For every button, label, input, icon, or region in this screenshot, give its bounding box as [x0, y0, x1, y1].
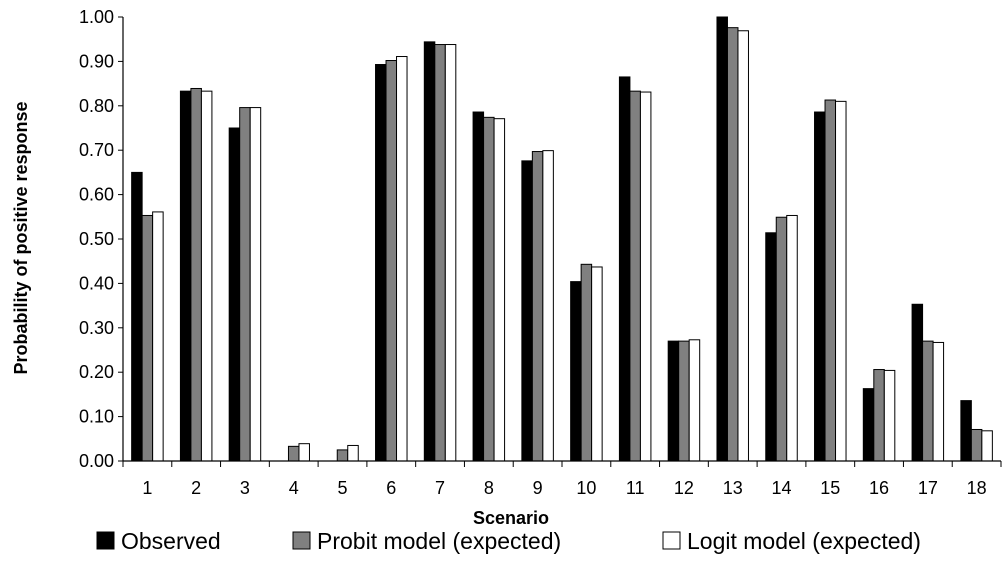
bar-series-2-scenario-10 [580, 263, 593, 462]
y-tick-label: 0.60 [79, 185, 114, 205]
y-tick-label: 0.40 [79, 273, 114, 293]
legend-swatch-3 [662, 531, 681, 550]
bar-series-3-scenario-5 [347, 444, 359, 462]
bar-series-2-scenario-4 [287, 445, 300, 462]
y-tick-label: 0.50 [79, 229, 114, 249]
bar-series-3-scenario-12 [688, 339, 701, 462]
x-axis-title: Scenario [473, 508, 549, 528]
bar-series-1-scenario-7 [423, 41, 436, 462]
bar-series-3-scenario-2 [200, 90, 213, 462]
x-tick-label: 5 [337, 478, 347, 498]
bar-series-2-scenario-13 [726, 27, 739, 462]
x-tick-label: 10 [576, 478, 596, 498]
bar-series-1-scenario-15 [814, 111, 826, 462]
x-tick-label: 6 [386, 478, 396, 498]
bar-series-1-scenario-14 [765, 232, 777, 462]
bar-series-2-scenario-9 [531, 151, 544, 462]
bar-series-3-scenario-16 [883, 369, 896, 462]
bar-series-1-scenario-3 [228, 127, 241, 462]
bar-series-1-scenario-17 [911, 303, 924, 462]
x-tick-label: 14 [771, 478, 791, 498]
y-tick-labels: 0.00 0.10 0.20 0.30 0.40 0.50 0.60 0.70 0.80 0.90… [79, 7, 114, 471]
bar-series-1-scenario-10 [570, 281, 582, 462]
axes-layer [118, 16, 1002, 467]
bar-series-2-scenario-17 [922, 340, 934, 462]
bar-series-2-scenario-8 [483, 116, 495, 462]
y-tick-label: 0.10 [79, 407, 114, 427]
bar-series-3-scenario-11 [639, 91, 652, 462]
bar-series-1-scenario-11 [618, 76, 631, 462]
bar-series-3-scenario-17 [932, 341, 945, 462]
y-tick-label: 0.70 [79, 140, 114, 160]
x-tick-label: 11 [626, 478, 645, 498]
bar-series-2-scenario-7 [434, 44, 446, 462]
bar-series-2-scenario-11 [629, 90, 641, 462]
legend-label-2: Probit model (expected) [317, 528, 561, 554]
bar-series-3-scenario-13 [737, 30, 749, 462]
y-tick-label: 0.00 [79, 451, 114, 471]
bar-series-1-scenario-9 [521, 160, 533, 462]
bar-series-2-scenario-5 [336, 449, 349, 462]
bar-series-3-scenario-7 [444, 44, 457, 462]
legend-label-1: Observed [121, 528, 221, 554]
legend-label-3: Logit model (expected) [687, 528, 921, 554]
bar-series-2-scenario-16 [873, 369, 885, 462]
bar-series-2-scenario-14 [775, 216, 788, 462]
x-tick-label: 18 [967, 478, 987, 498]
x-tick-label: 9 [533, 478, 543, 498]
y-tick-label: 0.80 [79, 96, 114, 116]
bar-series-1-scenario-18 [960, 400, 972, 462]
legend: Observed Probit model (expected) Logit mod… [96, 528, 921, 554]
bar-series-1-scenario-6 [375, 64, 387, 462]
x-tick-label: 13 [723, 478, 743, 498]
bar-series-3-scenario-10 [591, 266, 603, 462]
bar-series-2-scenario-12 [678, 340, 690, 462]
bar-series-2-scenario-18 [970, 428, 983, 462]
bar-series-3-scenario-4 [298, 443, 310, 462]
x-tick-label: 7 [435, 478, 445, 498]
y-tick-label: 0.20 [79, 362, 114, 382]
bar-series-3-scenario-9 [542, 150, 554, 462]
x-tick-label: 17 [918, 478, 938, 498]
legend-swatch-1 [96, 531, 115, 550]
bar-series-3-scenario-8 [493, 118, 506, 462]
bar-series-2-scenario-3 [239, 107, 251, 462]
bar-series-2-scenario-6 [385, 60, 398, 462]
bar-series-2-scenario-1 [141, 214, 154, 462]
bar-series-3-scenario-14 [786, 214, 798, 462]
bar-series-1-scenario-2 [179, 90, 192, 462]
bar-series-1-scenario-12 [667, 340, 680, 462]
bar-series-3-scenario-3 [249, 107, 262, 462]
x-tick-label: 1 [142, 478, 152, 498]
bar-series-1-scenario-8 [472, 111, 485, 462]
bar-series-1-scenario-1 [131, 171, 143, 462]
x-tick-label: 3 [240, 478, 250, 498]
bar-series-3-scenario-15 [835, 100, 847, 462]
x-tick-labels: 1 2 3 4 5 6 7 8 9 10 11 12 13 14 15 16 17 18 [142, 478, 986, 498]
bar-series-2-scenario-2 [190, 87, 202, 462]
x-tick-label: 2 [191, 478, 201, 498]
y-tick-label: 0.90 [79, 51, 114, 71]
bar-series-1-scenario-13 [716, 16, 728, 462]
bar-series-3-scenario-18 [981, 430, 993, 462]
bar-series-1-scenario-16 [862, 388, 875, 462]
y-axis-title: Probability of positive response [11, 101, 31, 374]
bar-series-3-scenario-6 [396, 56, 408, 462]
x-tick-label: 15 [820, 478, 840, 498]
y-tick-label: 0.30 [79, 318, 114, 338]
x-tick-label: 12 [674, 478, 694, 498]
bars-layer [131, 16, 993, 462]
bar-series-2-scenario-15 [824, 99, 837, 462]
x-tick-label: 16 [869, 478, 889, 498]
legend-swatch-2 [292, 531, 311, 550]
y-tick-label: 1.00 [79, 7, 114, 27]
x-tick-label: 8 [484, 478, 494, 498]
bar-series-3-scenario-1 [152, 211, 164, 462]
x-tick-label: 4 [289, 478, 299, 498]
